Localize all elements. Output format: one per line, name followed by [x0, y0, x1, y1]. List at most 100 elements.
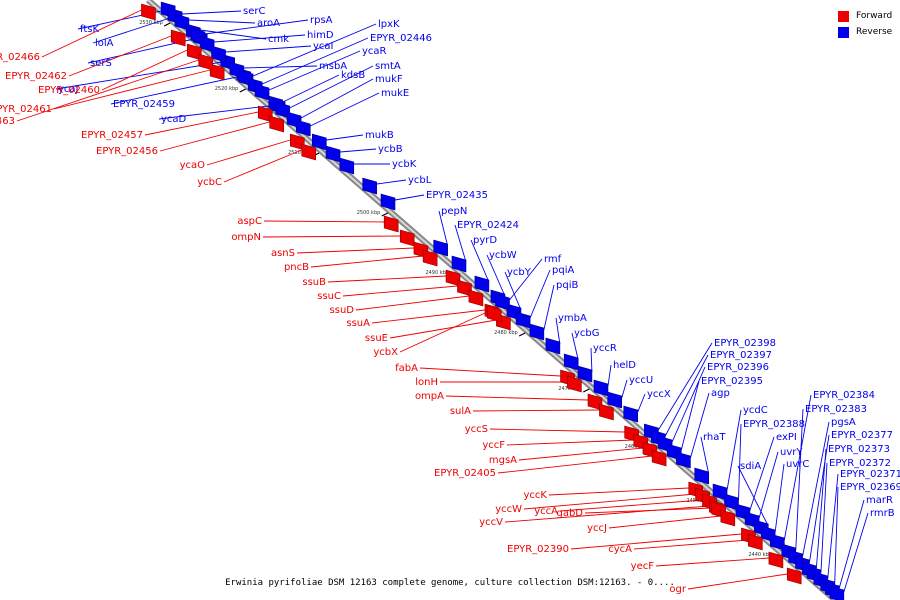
gene-label-ycby[interactable]: ycbY [507, 267, 532, 278]
gene-block-pepn[interactable] [433, 239, 448, 257]
gene-label-ycbw[interactable]: ycbW [489, 250, 517, 261]
gene-block-yccx[interactable] [623, 405, 639, 423]
gene-label-ssud[interactable]: ssuD [330, 305, 355, 316]
gene-label-epyr-02384[interactable]: EPYR_02384 [813, 390, 875, 401]
gene-block-ycbk[interactable] [339, 157, 355, 175]
gene-block-muke[interactable] [295, 119, 311, 137]
gene-label-ompn[interactable]: ompN [231, 232, 261, 243]
gene-block-lonh[interactable] [567, 375, 582, 393]
gene-block-ycbx[interactable] [486, 305, 502, 323]
gene-block-pqib[interactable] [529, 323, 545, 341]
gene-label-ompa[interactable]: ompA [415, 391, 444, 402]
gene-block-aspc[interactable] [383, 215, 399, 233]
gene-label-smta[interactable]: smtA [375, 61, 401, 72]
gene-label-yccs[interactable]: yccS [465, 424, 488, 435]
gene-label-epyr-02372[interactable]: EPYR_02372 [829, 458, 891, 469]
gene-block-sula[interactable] [599, 403, 614, 421]
gene-block-ssud[interactable] [468, 289, 484, 307]
gene-block-yccj[interactable] [720, 509, 736, 527]
gene-label-ycbg[interactable]: ycbG [574, 328, 600, 339]
gene-label-yccw[interactable]: yccW [495, 504, 522, 515]
gene-label-epyr-02398[interactable]: EPYR_02398 [714, 338, 776, 349]
gene-label-serc[interactable]: serC [243, 6, 265, 17]
gene-label-pgsa[interactable]: pgsA [831, 417, 856, 428]
gene-block-epyr-02466[interactable] [141, 3, 156, 21]
gene-label-yccr[interactable]: yccR [593, 343, 617, 354]
gene-label-expi[interactable]: exPI [776, 432, 797, 443]
gene-label-rmf[interactable]: rmf [544, 254, 562, 265]
gene-label-epyr-02383[interactable]: EPYR_02383 [805, 404, 867, 415]
gene-block-rmrb[interactable] [829, 585, 845, 600]
gene-label-epyr-02460[interactable]: EPYR_02460 [38, 85, 100, 96]
gene-label-mgsa[interactable]: mgsA [489, 455, 517, 466]
gene-block-rmf[interactable] [495, 293, 510, 311]
gene-label-ycad[interactable]: ycaD [161, 114, 187, 125]
gene-label-lonh[interactable]: lonH [415, 377, 438, 388]
gene-label-epyr-02456[interactable]: EPYR_02456 [96, 146, 158, 157]
gene-label-ssua[interactable]: ssuA [346, 318, 370, 329]
gene-label-ssub[interactable]: ssuB [302, 277, 326, 288]
gene-label-asns[interactable]: asnS [271, 248, 295, 259]
gene-label-ycbc[interactable]: ycbC [197, 177, 222, 188]
gene-label-epyr-02373[interactable]: EPYR_02373 [828, 444, 890, 455]
gene-block-yecf[interactable] [768, 551, 784, 569]
gene-label-mukb[interactable]: mukB [365, 130, 394, 141]
gene-block-epyr-02462[interactable] [170, 29, 186, 47]
gene-label-faba[interactable]: fabA [395, 363, 418, 374]
gene-label-pepn[interactable]: pepN [441, 206, 467, 217]
gene-label-epyr-02390[interactable]: EPYR_02390 [507, 544, 569, 555]
gene-label-ssuc[interactable]: ssuC [317, 291, 341, 302]
gene-label-ycbb[interactable]: ycbB [378, 144, 403, 155]
gene-label-mukf[interactable]: mukF [375, 74, 403, 85]
gene-block-ycai[interactable] [211, 45, 226, 63]
gene-block-epyr-02405[interactable] [651, 449, 667, 467]
gene-label-rhat[interactable]: rhaT [703, 432, 726, 443]
gene-label-yccv[interactable]: yccV [479, 517, 503, 528]
gene-label-pqib[interactable]: pqiB [556, 280, 578, 291]
gene-label-epyr-02405[interactable]: EPYR_02405 [434, 468, 496, 479]
gene-label-ycao[interactable]: ycaO [180, 160, 206, 171]
gene-label-sula[interactable]: sulA [450, 406, 471, 417]
gene-label-himd[interactable]: himD [307, 30, 334, 41]
gene-block-epyr-02463[interactable] [198, 53, 213, 71]
gene-block-ymba[interactable] [545, 337, 561, 355]
gene-label-epyr-02396[interactable]: EPYR_02396 [707, 362, 769, 373]
gene-label-uvry[interactable]: uvrY [780, 447, 803, 458]
gene-label-kdsb[interactable]: kdsB [341, 70, 365, 81]
gene-block-epyr-02424[interactable] [451, 255, 467, 273]
gene-block-yccu[interactable] [607, 391, 623, 409]
gene-label-agp[interactable]: agp [711, 388, 730, 399]
gene-label-ycca[interactable]: yccA [534, 506, 558, 517]
gene-block-epyr-02456[interactable] [269, 115, 284, 133]
gene-label-cyca[interactable]: cycA [608, 544, 632, 555]
gene-block-yccr[interactable] [577, 365, 593, 383]
gene-label-epyr-02466[interactable]: EPYR_02466 [0, 52, 40, 63]
gene-label-ycbk[interactable]: ycbK [392, 159, 417, 170]
gene-label-pncb[interactable]: pncB [284, 262, 309, 273]
gene-label-cmk[interactable]: cmk [268, 34, 289, 45]
gene-label-pyrd[interactable]: pyrD [473, 235, 497, 246]
gene-label-epyr-02461[interactable]: EPYR_02461 [0, 104, 52, 115]
gene-label-ycck[interactable]: yccK [524, 490, 548, 501]
gene-block-cyca[interactable] [747, 533, 763, 551]
gene-label-epyr-02377[interactable]: EPYR_02377 [831, 430, 893, 441]
gene-label-ymba[interactable]: ymbA [558, 313, 587, 324]
gene-label-ycbx[interactable]: ycbX [373, 347, 398, 358]
gene-block-pyrd[interactable] [474, 275, 490, 293]
gene-label-ycbl[interactable]: ycbL [408, 175, 432, 186]
gene-block-rhat[interactable] [694, 467, 710, 485]
gene-block-epyr-02435[interactable] [380, 193, 396, 211]
gene-label-epyr-02435[interactable]: EPYR_02435 [426, 190, 488, 201]
gene-label-uvrc[interactable]: uvrC [786, 459, 809, 470]
gene-block-ycbl[interactable] [362, 177, 377, 195]
gene-label-rmrb[interactable]: rmrB [870, 508, 895, 519]
gene-label-epyr-02446[interactable]: EPYR_02446 [370, 33, 432, 44]
gene-label-epyr-02397[interactable]: EPYR_02397 [710, 350, 772, 361]
gene-label-muke[interactable]: mukE [381, 88, 409, 99]
gene-label-ogr[interactable]: ogr [669, 584, 686, 595]
gene-label-yccu[interactable]: yccU [629, 375, 653, 386]
gene-block-epyr-02461[interactable] [209, 63, 225, 81]
gene-label-epyr-02369[interactable]: EPYR_02369 [840, 482, 900, 493]
gene-label-held[interactable]: helD [613, 360, 636, 371]
gene-block-agp[interactable] [676, 451, 691, 469]
